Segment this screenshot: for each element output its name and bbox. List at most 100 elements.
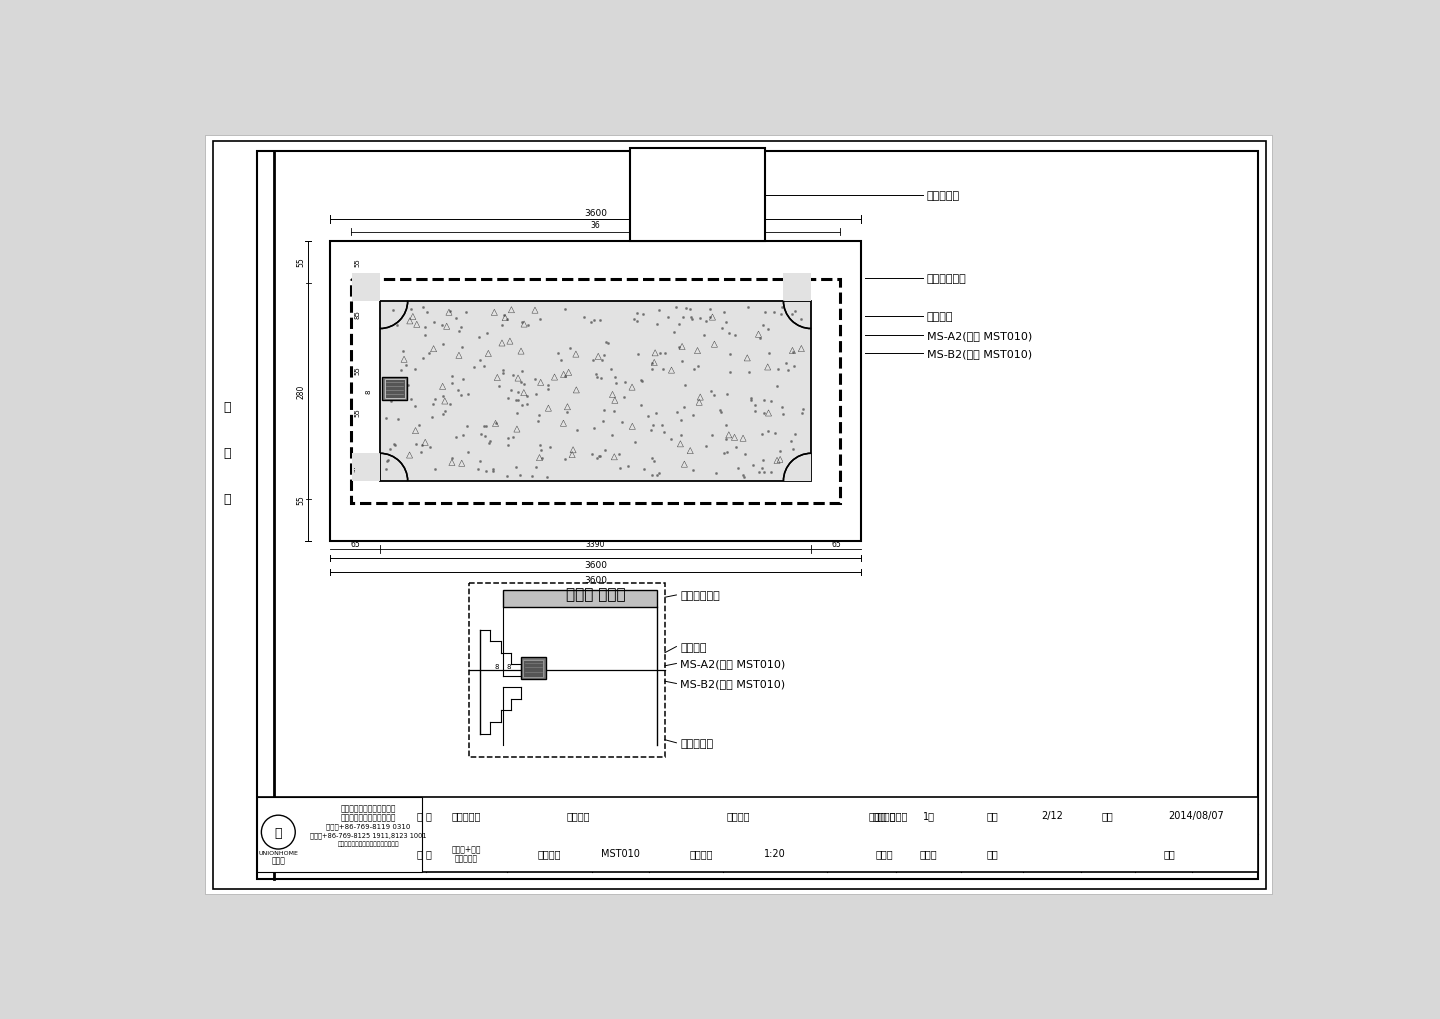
Point [681,408,704,424]
Point [456,386,480,403]
Point [688,311,711,327]
Point [752,317,775,333]
Point [608,447,631,464]
Point [789,312,812,328]
Point [507,384,530,400]
Bar [521,657,546,680]
Point [441,450,464,467]
Point [418,345,441,362]
Point [593,443,616,460]
Text: 材 质: 材 质 [416,848,432,858]
Point [710,320,733,336]
Point [408,417,431,433]
Point [747,465,770,481]
Point [589,313,612,329]
Text: 55: 55 [354,366,360,374]
Point [671,310,694,326]
Point [613,375,636,391]
Point [582,421,605,437]
Point [667,339,690,356]
Point [403,362,426,378]
Point [528,442,552,459]
Point [652,362,675,378]
Bar [353,453,380,482]
Point [678,302,701,318]
Point [585,369,608,385]
Point [680,310,703,326]
Point [769,443,792,460]
Point [780,307,804,323]
Point [492,307,516,323]
Point [501,430,524,446]
Text: 衣帽间 天花图: 衣帽间 天花图 [566,586,625,601]
Point [495,468,518,484]
Point [419,439,442,455]
Point [444,430,467,446]
Point [536,470,559,486]
Bar [256,797,1257,872]
Point [674,377,697,393]
Point [681,311,704,327]
Point [657,310,680,326]
Point [390,362,413,378]
Point [590,353,613,369]
Point [475,325,498,341]
Text: 涂漆颜色: 涂漆颜色 [537,848,562,858]
Point [510,314,533,330]
Point [629,397,652,414]
Point [386,318,409,334]
Point [513,376,536,392]
Text: 日期: 日期 [1102,810,1113,820]
Point [413,320,436,336]
Point [636,408,660,424]
Point [737,364,760,380]
Point [739,390,762,407]
Point [662,324,685,340]
Point [431,318,454,334]
Point [467,461,490,477]
Point [397,377,420,393]
Point [432,407,455,423]
Point [510,374,533,390]
Point [392,379,415,395]
Point [600,427,624,443]
Point [516,388,539,405]
Text: 金泊墙纸: 金泊墙纸 [680,642,707,652]
Point [495,390,518,407]
Point [782,441,805,458]
Point [625,305,648,321]
Point [732,467,755,483]
Text: 唐普明: 唐普明 [920,848,937,858]
Text: 1套: 1套 [923,810,935,820]
Point [596,335,619,352]
Point [714,431,737,447]
Text: 2014/08/07: 2014/08/07 [1168,810,1224,820]
Text: MS-A2(红橡 MST010): MS-A2(红橡 MST010) [680,659,785,668]
Text: 昆明专卖店: 昆明专卖店 [452,810,481,820]
Point [382,303,405,319]
Point [724,439,747,455]
Point [665,405,688,421]
Text: 65: 65 [350,539,360,548]
Point [472,419,495,435]
Text: 1:20: 1:20 [763,848,785,858]
Point [624,434,647,450]
Point [441,376,464,392]
Point [374,461,397,477]
Point [405,436,428,452]
Point [665,300,688,316]
Point [626,314,649,330]
Point [446,382,469,398]
Point [467,329,490,345]
Point [549,353,572,369]
Point [527,407,550,423]
Point [504,392,527,409]
Point [423,392,446,409]
Text: MST010: MST010 [600,848,639,858]
Point [456,444,480,461]
Bar [353,274,380,302]
Text: 香港联合美饰家居有限公司: 香港联合美饰家居有限公司 [341,803,396,812]
Point [528,437,552,453]
Text: 订: 订 [223,446,232,460]
Point [759,394,782,411]
